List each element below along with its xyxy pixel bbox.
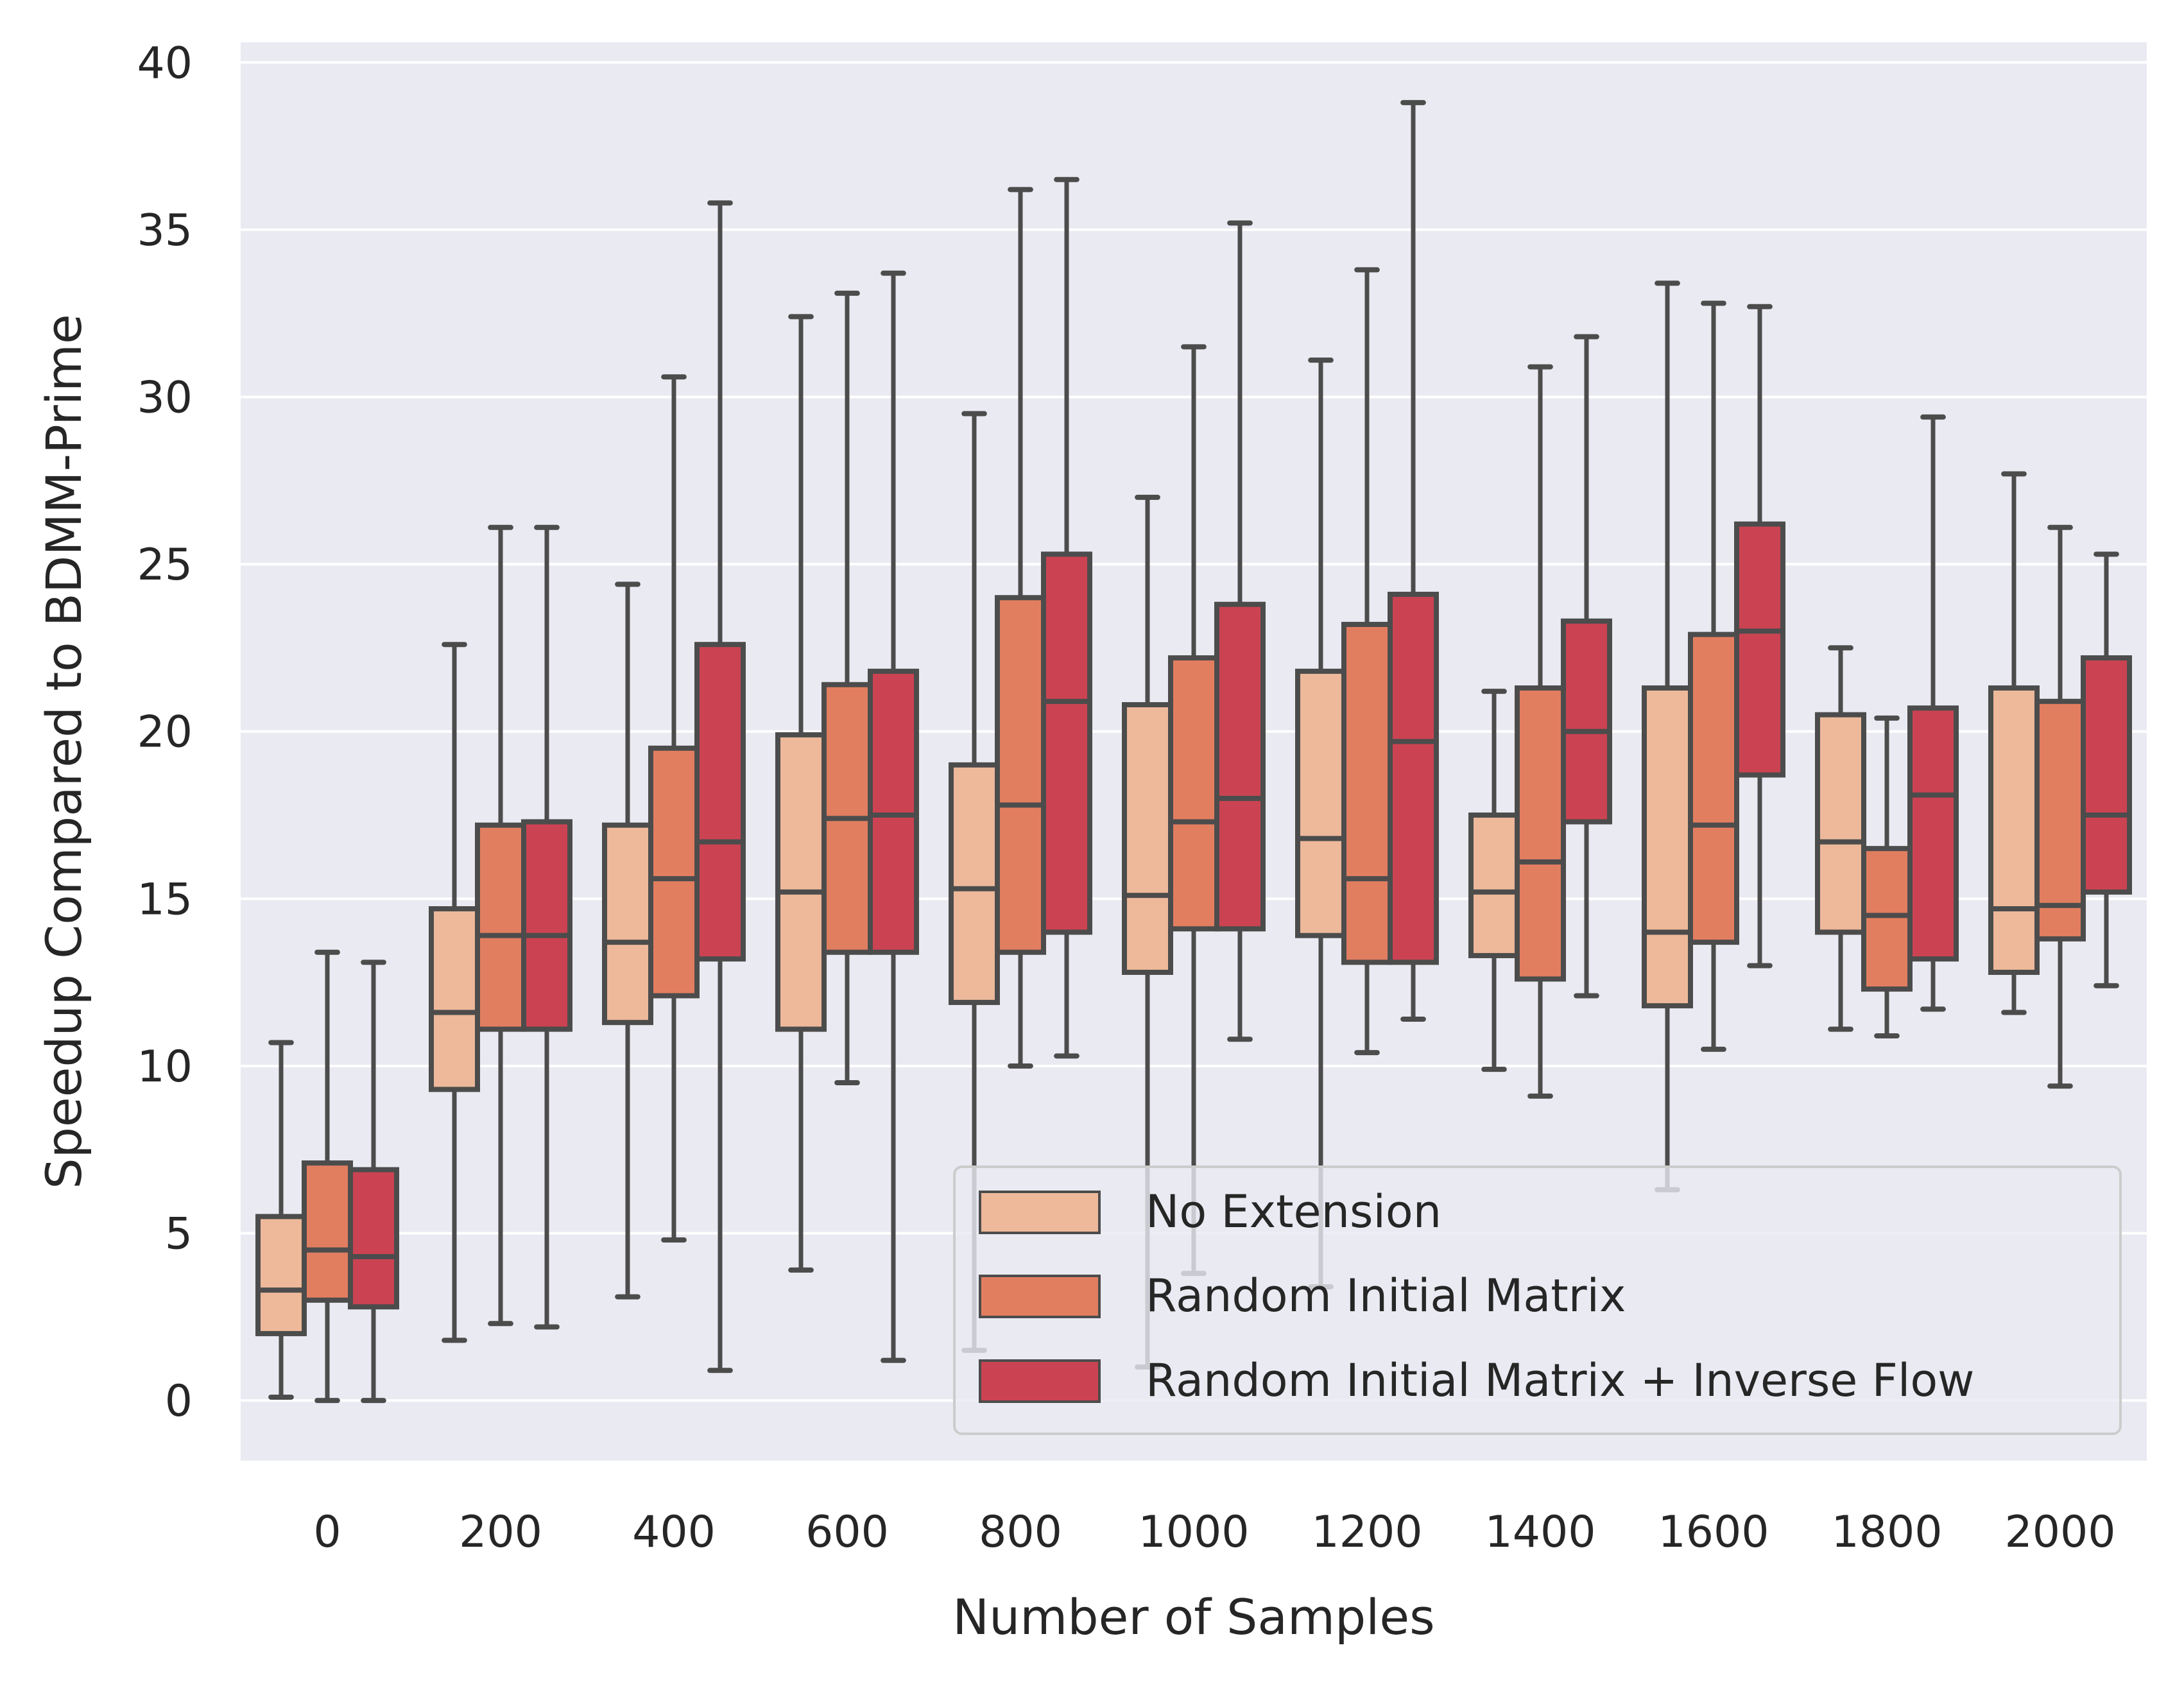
- box-1600-series-2: [1734, 304, 1785, 968]
- box-iqr: [1122, 702, 1173, 976]
- box-iqr: [1815, 712, 1866, 935]
- box-800-series-1: [995, 187, 1046, 1069]
- box-iqr: [602, 822, 653, 1026]
- box-iqr: [1468, 813, 1520, 958]
- box-iqr: [429, 906, 480, 1092]
- x-tick-800: 800: [979, 1507, 1062, 1558]
- box-iqr: [1388, 592, 1439, 965]
- box-1200-series-0: [1295, 357, 1346, 1289]
- legend-frame: [953, 1166, 2122, 1435]
- legend-swatch-2: [979, 1359, 1101, 1403]
- box-1600-series-0: [1642, 280, 1693, 1192]
- box-iqr: [775, 732, 827, 1032]
- box-iqr: [868, 668, 919, 955]
- box-iqr: [1988, 685, 2040, 976]
- y-tick-labels: 0 5 10 15 20 25 30 35 40: [137, 38, 193, 1427]
- legend-label-0: No Extension: [1146, 1185, 1441, 1238]
- x-tick-2000: 2000: [2004, 1507, 2115, 1558]
- box-1400-series-0: [1468, 689, 1520, 1072]
- box-iqr: [995, 595, 1046, 955]
- box-iqr: [1861, 846, 1913, 992]
- box-2000-series-0: [1988, 471, 2040, 1015]
- box-2000-series-2: [2081, 551, 2132, 988]
- box-iqr: [255, 1214, 307, 1336]
- x-tick-0: 0: [313, 1507, 341, 1558]
- box-iqr: [302, 1160, 353, 1303]
- box-iqr: [1041, 551, 1092, 935]
- x-axis-label: Number of Samples: [952, 1588, 1434, 1646]
- box-0-series-0: [255, 1040, 307, 1400]
- y-tick-30: 30: [137, 373, 193, 424]
- x-tick-1000: 1000: [1138, 1507, 1249, 1558]
- box-1000-series-2: [1214, 220, 1266, 1042]
- box-1600-series-1: [1688, 300, 1739, 1052]
- box-iqr: [1168, 655, 1219, 932]
- box-800-series-2: [1041, 176, 1092, 1059]
- y-tick-35: 35: [137, 205, 193, 256]
- box-200-series-2: [521, 524, 572, 1330]
- box-400-series-2: [694, 200, 746, 1373]
- box-1400-series-1: [1515, 364, 1566, 1099]
- box-1000-series-1: [1168, 344, 1219, 1277]
- legend-label-2: Random Initial Matrix + Inverse Flow: [1146, 1354, 1974, 1407]
- box-iqr: [1295, 668, 1346, 938]
- legend-swatch-0: [979, 1191, 1101, 1234]
- box-600-series-1: [821, 290, 873, 1086]
- y-tick-5: 5: [165, 1209, 193, 1260]
- y-tick-40: 40: [137, 38, 193, 89]
- x-tick-1200: 1200: [1311, 1507, 1422, 1558]
- y-tick-10: 10: [137, 1042, 193, 1092]
- box-1800-series-0: [1815, 645, 1866, 1032]
- box-iqr: [1642, 685, 1693, 1009]
- y-tick-15: 15: [137, 874, 193, 925]
- box-1400-series-2: [1561, 334, 1612, 999]
- box-iqr: [2081, 655, 2132, 895]
- box-iqr: [348, 1167, 399, 1310]
- x-tick-600: 600: [805, 1507, 889, 1558]
- box-iqr: [521, 819, 572, 1032]
- legend: No Extension Random Initial Matrix Random …: [953, 1166, 2122, 1435]
- legend-swatch-1: [979, 1275, 1101, 1318]
- box-iqr: [1561, 618, 1612, 825]
- y-tick-0: 0: [165, 1376, 193, 1427]
- box-iqr: [475, 822, 526, 1032]
- x-tick-200: 200: [459, 1507, 542, 1558]
- box-iqr: [648, 745, 700, 999]
- x-tick-1400: 1400: [1484, 1507, 1595, 1558]
- box-1200-series-2: [1388, 99, 1439, 1022]
- y-tick-25: 25: [137, 540, 193, 590]
- box-iqr: [1734, 521, 1785, 778]
- box-iqr: [1515, 685, 1566, 982]
- box-400-series-0: [602, 581, 653, 1300]
- box-groups: [255, 99, 2132, 1404]
- y-axis-label: Speedup Compared to BDMM-Prime: [35, 314, 92, 1189]
- x-tick-400: 400: [632, 1507, 716, 1558]
- x-tick-1600: 1600: [1658, 1507, 1769, 1558]
- box-iqr: [949, 762, 1000, 1005]
- y-tick-20: 20: [137, 707, 193, 758]
- box-0-series-1: [302, 949, 353, 1404]
- box-iqr: [694, 642, 746, 962]
- box-iqr: [1688, 632, 1739, 945]
- box-iqr: [1214, 601, 1266, 932]
- legend-label-1: Random Initial Matrix: [1146, 1269, 1626, 1322]
- box-600-series-2: [868, 270, 919, 1363]
- box-iqr: [1341, 621, 1393, 965]
- box-iqr: [1907, 705, 1959, 962]
- x-tick-1800: 1800: [1831, 1507, 1942, 1558]
- box-0-series-2: [348, 959, 399, 1404]
- x-tick-labels: 0 200 400 600 800 1000 1200 1400 1600 1800 2000: [313, 1507, 2115, 1558]
- box-1800-series-2: [1907, 414, 1959, 1012]
- box-1200-series-1: [1341, 267, 1393, 1056]
